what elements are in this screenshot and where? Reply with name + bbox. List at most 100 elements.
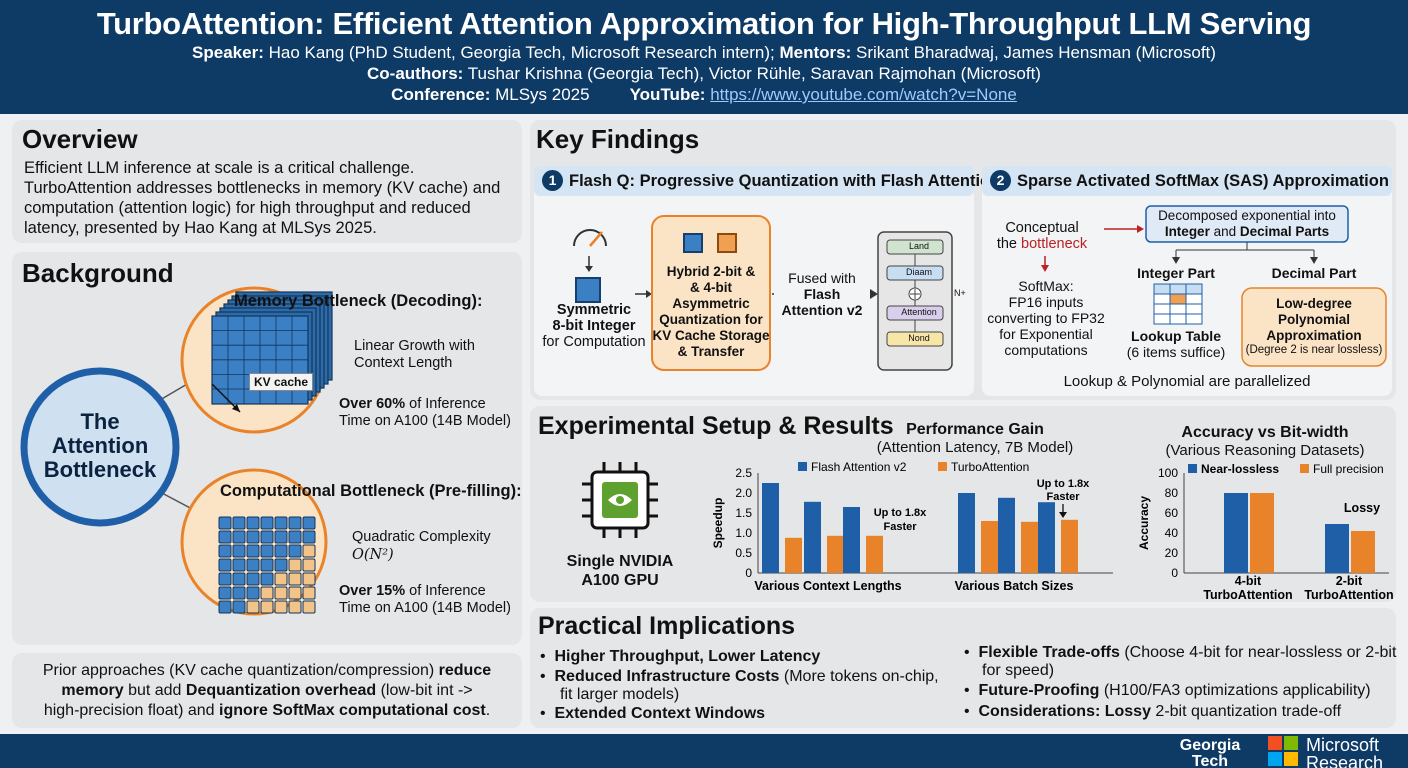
annotation-text: Lossy xyxy=(1344,501,1380,515)
bar-flash-attention xyxy=(1038,502,1055,573)
legend-label: Near-lossless xyxy=(1201,462,1279,476)
bar-turboattention xyxy=(785,537,802,573)
microsoft-logo-icon xyxy=(1268,736,1298,766)
implication-right-1: • Flexible Trade-offs (Choose 4-bit for … xyxy=(964,644,1397,679)
attention-grid-cell xyxy=(274,558,288,572)
y-axis-label: Speedup xyxy=(711,498,725,549)
attention-grid-cell xyxy=(274,544,288,558)
bar-flash-attention xyxy=(804,501,821,573)
key-findings-title: Key Findings xyxy=(536,124,700,154)
background-title: Background xyxy=(22,258,174,288)
youtube-link[interactable]: https://www.youtube.com/watch?v=None xyxy=(710,85,1017,104)
attention-grid-cell xyxy=(302,572,316,586)
conceptual-label: Conceptual the bottleneck xyxy=(996,220,1088,252)
bar-near-lossless xyxy=(1224,493,1248,573)
annotation-text: Faster xyxy=(1046,491,1080,503)
y-tick-label: 0.5 xyxy=(735,546,752,560)
attention-grid-cell xyxy=(288,558,302,572)
attention-grid-cell xyxy=(274,572,288,586)
y-tick-label: 40 xyxy=(1165,526,1179,540)
overview-text: Efficient LLM inference at scale is a cr… xyxy=(24,159,501,237)
legend-label: Full precision xyxy=(1313,462,1384,476)
lookup-table-cell xyxy=(1169,313,1187,325)
y-tick-label: 60 xyxy=(1165,506,1179,520)
attention-grid-cell xyxy=(218,516,232,530)
category-label: 4-bit xyxy=(1235,574,1262,588)
compute-bottleneck-title: Computational Bottleneck (Pre-filling): xyxy=(220,482,522,500)
y-tick-label: 1.5 xyxy=(735,506,752,520)
annotation-text: Faster xyxy=(883,521,917,533)
annotation-text: Up to 1.8x xyxy=(874,507,927,519)
attention-grid-cell xyxy=(232,516,246,530)
legend-swatch xyxy=(1300,464,1309,473)
decimal-part-label: Decimal Part xyxy=(1271,265,1357,281)
attention-grid-cell xyxy=(232,572,246,586)
lookup-table-cell xyxy=(1153,303,1171,315)
legend-label: TurboAttention xyxy=(951,460,1029,474)
experimental-card: Experimental Setup & Results Single NVID… xyxy=(530,406,1396,602)
attention-grid-cell xyxy=(246,558,260,572)
lookup-table-cell xyxy=(1169,303,1187,315)
category-label: TurboAttention xyxy=(1304,588,1393,600)
sas-title: 2 Sparse Activated SoftMax (SAS) Approxim… xyxy=(982,166,1392,196)
implication-right-3: • Considerations: Lossy 2-bit quantizati… xyxy=(964,703,1342,720)
chart2-title: Accuracy vs Bit-width xyxy=(1181,424,1349,441)
attention-grid-cell xyxy=(218,586,232,600)
attention-grid-cell xyxy=(232,558,246,572)
lookup-table-cell xyxy=(1185,303,1203,315)
memory-desc: Linear Growth with Context Length xyxy=(354,338,475,371)
polynomial-note: (Degree 2 is near lossless) xyxy=(1245,344,1383,356)
conference-line: Conference: MLSys 2025 YouTube: https://w… xyxy=(391,85,1017,104)
attention-grid-cell xyxy=(232,586,246,600)
compute-stat: Over 15% of Inference Time on A100 (14B M… xyxy=(339,583,511,616)
key-findings-card: Key Findings 1 Flash Q: Progressive Quant… xyxy=(530,120,1396,400)
bar-near-lossless xyxy=(1325,524,1349,573)
flashq-title: 1 Flash Q: Progressive Quantization with … xyxy=(534,166,1000,196)
attention-grid-cell xyxy=(302,600,316,614)
attention-grid-cell xyxy=(246,544,260,558)
y-tick-label: 100 xyxy=(1158,466,1178,480)
block-land: Land xyxy=(908,241,930,251)
y-tick-label: 2.5 xyxy=(735,466,752,480)
attention-grid-cell xyxy=(302,544,316,558)
attention-grid-cell xyxy=(260,516,274,530)
speed-gauge-icon xyxy=(573,229,607,247)
lookup-table-cell xyxy=(1185,313,1203,325)
attention-grid-cell xyxy=(260,572,274,586)
attention-bottleneck-label: The Attention Bottleneck xyxy=(43,409,157,482)
y-tick-label: 2.0 xyxy=(735,486,752,500)
block-attention: Attention xyxy=(901,307,937,317)
georgia-tech-logo: Georgia Tech xyxy=(1179,737,1241,768)
attention-grid-cell xyxy=(302,586,316,600)
attention-grid-cell xyxy=(232,530,246,544)
legend-label: Flash Attention v2 xyxy=(811,460,907,474)
lookup-table-label: Lookup Table (6 items suffice) xyxy=(1126,328,1226,360)
category-label: 2-bit xyxy=(1336,574,1363,588)
background-card: Background The Attention Bottleneck Memo… xyxy=(12,252,522,645)
attention-grid-cell xyxy=(288,572,302,586)
bar-turboattention xyxy=(1021,521,1038,573)
bar-flash-attention xyxy=(843,507,860,573)
bar-flash-attention xyxy=(762,483,779,573)
bar-flash-attention xyxy=(998,497,1015,573)
y-tick-label: 0 xyxy=(1171,566,1178,580)
coauthors-line: Co-authors: Tushar Krishna (Georgia Tech… xyxy=(367,64,1041,83)
lookup-table-cell xyxy=(1153,313,1171,325)
header: TurboAttention: Efficient Attention Appr… xyxy=(0,0,1408,114)
microsoft-research-logo: Microsoft Research xyxy=(1306,735,1384,768)
attention-grid-cell xyxy=(246,586,260,600)
flashq-diagram xyxy=(573,215,953,371)
legend-swatch xyxy=(1188,464,1197,473)
overview-title: Overview xyxy=(22,124,138,154)
bar-turboattention xyxy=(981,521,998,573)
bar-turboattention xyxy=(1061,519,1078,573)
attention-grid-cell xyxy=(218,530,232,544)
bar-full-precision xyxy=(1351,531,1375,573)
softmax-label: SoftMax: FP16 inputs converting to FP32 for… xyxy=(987,278,1105,358)
lookup-table-cell xyxy=(1169,293,1187,305)
attention-grid-cell xyxy=(274,600,288,614)
implication-right-2: • Future-Proofing (H100/FA3 optimization… xyxy=(964,682,1371,699)
block-diaam: Diaam xyxy=(905,267,932,277)
gpu-chip-icon xyxy=(582,462,658,538)
bar-full-precision xyxy=(1250,493,1274,573)
